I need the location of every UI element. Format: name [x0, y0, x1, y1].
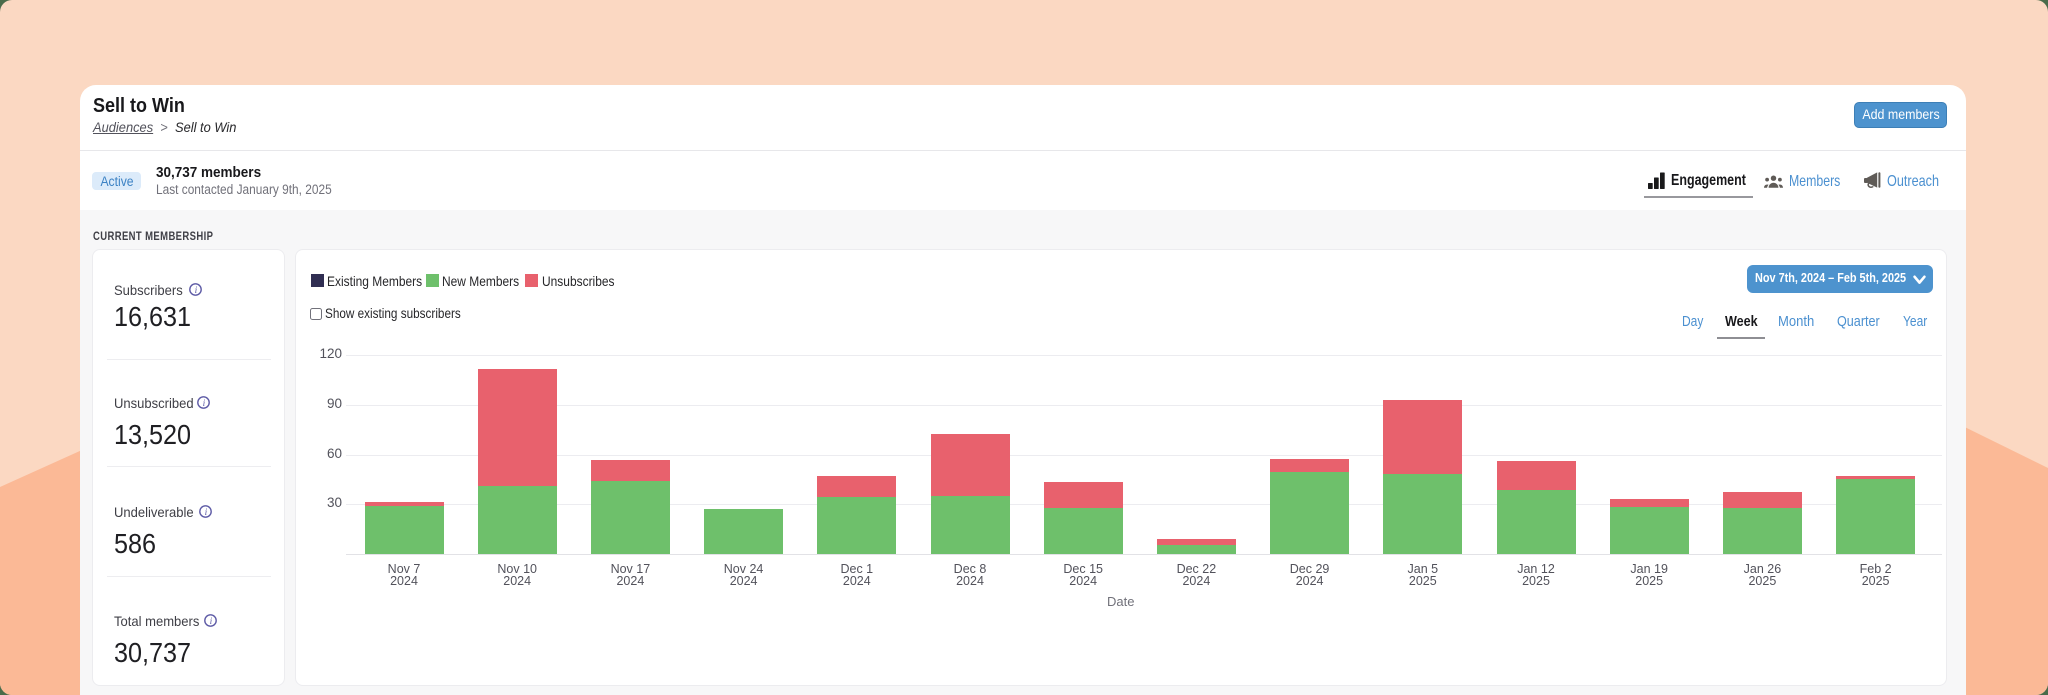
svg-text:i: i: [210, 617, 213, 627]
svg-text:i: i: [205, 508, 208, 518]
svg-text:i: i: [195, 286, 198, 296]
svg-text:i: i: [203, 399, 206, 409]
